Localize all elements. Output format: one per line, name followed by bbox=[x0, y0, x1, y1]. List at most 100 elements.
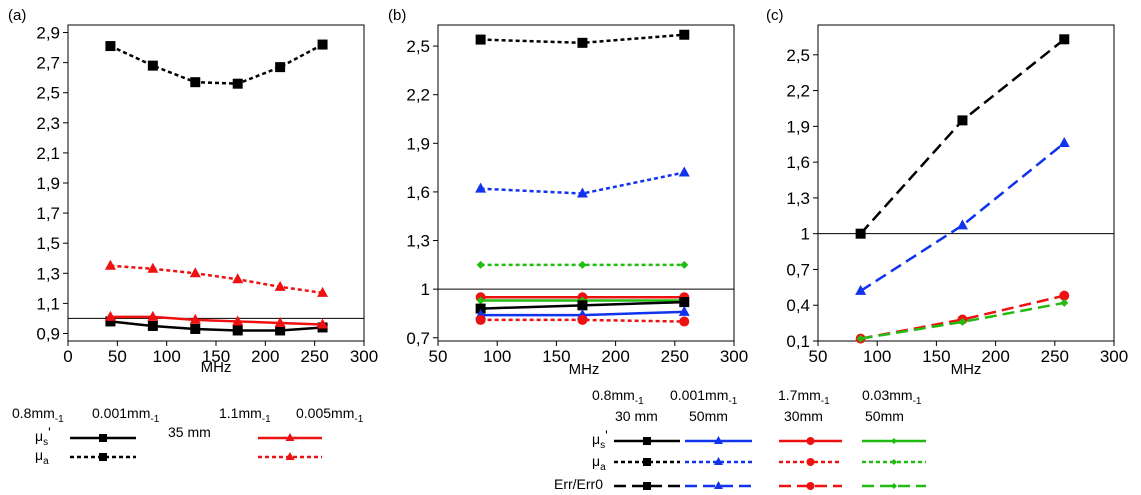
panel-c-ytick-label: 1,9 bbox=[786, 117, 810, 136]
legend-a-black-mus-marker bbox=[99, 434, 107, 442]
panel-b-ytick-label: 1,3 bbox=[406, 232, 430, 251]
panel-a-ytick-label: 2,1 bbox=[36, 144, 60, 163]
legend-bc-g1-mus: 0.8mm-1 bbox=[592, 387, 644, 407]
panel-c-xlabel: MHz bbox=[951, 361, 982, 378]
panel-a-xtick-label: 200 bbox=[251, 347, 279, 366]
point-a-mus-black bbox=[105, 316, 116, 327]
legend-bc-blue-mus-marker bbox=[714, 436, 723, 444]
panel-c-xtick-label: 250 bbox=[1041, 347, 1069, 366]
legend-bc-blue-err-marker bbox=[714, 481, 723, 489]
panel-a-ytick-label: 1,1 bbox=[36, 294, 60, 313]
panel-b-xtick-label: 100 bbox=[483, 347, 511, 366]
panel-a-ytick-label: 1,9 bbox=[36, 174, 60, 193]
legend-bc-black-mua-marker bbox=[643, 458, 651, 466]
point-c-err-green bbox=[1060, 298, 1069, 307]
point-c-err-black bbox=[855, 228, 866, 239]
panel-a-series bbox=[68, 39, 364, 336]
legend-bc-green-mua-marker bbox=[891, 459, 897, 465]
legend-bc-depth-2: 50mm bbox=[689, 408, 728, 424]
point-a-mua-black bbox=[232, 78, 243, 89]
legend-bc-red-mua-marker bbox=[806, 458, 815, 466]
point-a-mua-red bbox=[232, 273, 244, 284]
legend-a-black-mua-marker bbox=[99, 453, 107, 461]
legend-bc: 0.8mm-1 0.001mm-1 1.7mm-1 0.03mm-1 30 mm… bbox=[554, 387, 926, 492]
panel-c-xtick-label: 150 bbox=[922, 347, 950, 366]
panel-a-ytick-label: 0,9 bbox=[36, 324, 60, 343]
point-b-mua-red bbox=[475, 314, 486, 325]
point-c-err-green bbox=[856, 334, 865, 343]
series-line-c-err-green bbox=[860, 301, 1065, 340]
panel-c-ytick-label: 2,2 bbox=[786, 82, 810, 101]
legend-a-g2-mus: 1.1mm-1 bbox=[219, 405, 271, 425]
panel-c-frame bbox=[817, 24, 1115, 342]
panel-b-ytick-label: 2,2 bbox=[406, 86, 430, 105]
legend-bc-black-mus-marker bbox=[643, 437, 651, 445]
panel-b-xtick-label: 300 bbox=[720, 347, 748, 366]
panel-a-xtick-label: 250 bbox=[300, 347, 328, 366]
legend-bc-blue-mua-marker bbox=[714, 457, 723, 465]
panel-c-label: (c) bbox=[766, 7, 784, 24]
legend-a-red-mua-marker bbox=[285, 452, 295, 460]
series-line-c-err-blue bbox=[859, 142, 1066, 292]
legend-bc-depth-4: 50mm bbox=[865, 408, 904, 424]
panel-b-ytick-label: 2,5 bbox=[406, 37, 430, 56]
point-a-mua-black bbox=[190, 77, 201, 88]
panel-b-xtick-label: 250 bbox=[661, 347, 689, 366]
series-line-a-mua-red bbox=[110, 264, 323, 295]
panel-a-xtick-label: 150 bbox=[202, 347, 230, 366]
series-line-a-mus-black bbox=[110, 320, 323, 332]
point-a-mua-black bbox=[275, 62, 286, 73]
series-line-a-mua-black bbox=[109, 43, 324, 85]
point-b-mus-black bbox=[577, 300, 588, 311]
point-a-mus-red bbox=[147, 310, 159, 321]
series-line-c-err-black bbox=[859, 38, 1066, 235]
panel-b-ytick-label: 1,6 bbox=[406, 183, 430, 202]
panel-a-xtick-label: 0 bbox=[63, 347, 72, 366]
point-a-mua-black bbox=[317, 39, 328, 50]
point-a-mua-red bbox=[104, 259, 116, 270]
legend-a-samples bbox=[70, 433, 322, 461]
point-b-mus-green bbox=[476, 296, 485, 305]
panel-c-xtick-label: 200 bbox=[981, 347, 1009, 366]
panel-b-xtick-label: 200 bbox=[601, 347, 629, 366]
panel-b-ytick-label: 1,9 bbox=[406, 134, 430, 153]
legend-a-red-mus-marker bbox=[285, 433, 295, 441]
series-line-a-mus-red bbox=[110, 315, 323, 326]
point-b-mua-black bbox=[679, 29, 690, 40]
legend-bc-g1-mua: 0.001mm-1 bbox=[670, 387, 738, 407]
panel-b-series bbox=[438, 29, 734, 327]
panel-b-xtick-label: 50 bbox=[429, 347, 448, 366]
panel-c-xtick-label: 300 bbox=[1100, 347, 1128, 366]
point-b-mua-blue bbox=[475, 182, 487, 193]
legend-a-g1-mus: 0.8mm-1 bbox=[12, 405, 64, 425]
panel-b-ticks: 0,7 1 1,3 1,6 1,9 2,2 2,5 50 100 150 200 250 300 bbox=[406, 37, 748, 366]
panel-b-frame bbox=[437, 24, 735, 342]
legend-bc-row-mua: μa bbox=[592, 453, 606, 473]
panel-a-ytick-label: 2,3 bbox=[36, 114, 60, 133]
legend-bc-black-err-marker bbox=[643, 482, 651, 490]
point-a-mus-red bbox=[104, 310, 116, 321]
legend-a-g2-mua: 0.005mm-1 bbox=[296, 405, 364, 425]
point-a-mus-red bbox=[189, 313, 201, 324]
point-b-mua-red bbox=[679, 316, 690, 327]
point-a-mua-red bbox=[274, 280, 286, 291]
legend-bc-row-err: Err/Err0 bbox=[554, 476, 603, 492]
point-b-mua-green bbox=[578, 260, 587, 269]
point-b-mua-black bbox=[577, 37, 588, 48]
point-b-mua-blue bbox=[678, 166, 690, 177]
panel-b-ytick-label: 1 bbox=[421, 280, 430, 299]
panel-a-ytick-label: 2,7 bbox=[36, 54, 60, 73]
legend-bc-green-err-marker bbox=[891, 483, 897, 489]
panel-a-xtick-label: 100 bbox=[152, 347, 180, 366]
panel-b: (b) 0,7 1 1,3 1,6 1,9 2,2 2,5 50 100 150 200 250 300… bbox=[388, 7, 748, 378]
legend-a: 0.8mm-1 0.001mm-1 1.1mm-1 0.005mm-1 35 m… bbox=[12, 405, 364, 467]
panel-a: (a) 0,9 1,1 1,3 1,5 1,7 1,9 2,1 2,3 2,5 2,7 2,9 0 50… bbox=[8, 7, 378, 376]
point-a-mus-black bbox=[147, 320, 158, 331]
legend-a-g1-mua: 0.001mm-1 bbox=[92, 405, 160, 425]
panel-b-ytick-label: 0,7 bbox=[406, 329, 430, 348]
panel-c-ytick-label: 0,1 bbox=[786, 332, 810, 351]
legend-a-depth: 35 mm bbox=[168, 424, 211, 440]
panel-a-label: (a) bbox=[8, 7, 26, 24]
panel-c-ytick-label: 1,3 bbox=[786, 189, 810, 208]
